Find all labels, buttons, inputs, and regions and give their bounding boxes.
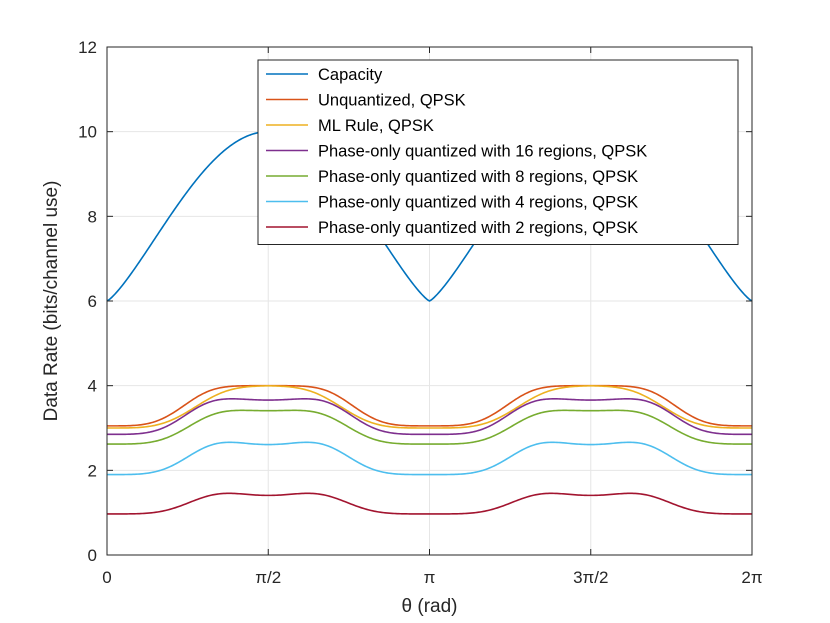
legend-entry: ML Rule, QPSK bbox=[318, 117, 434, 135]
series-line-1 bbox=[107, 384, 752, 427]
legend-entry: Phase-only quantized with 16 regions, QP… bbox=[318, 143, 647, 161]
y-tick-label: 0 bbox=[88, 546, 97, 565]
y-tick-label: 10 bbox=[78, 123, 97, 142]
legend-entry: Phase-only quantized with 8 regions, QPS… bbox=[318, 168, 638, 186]
series-line-3 bbox=[107, 398, 752, 436]
legend-entry: Phase-only quantized with 2 regions, QPS… bbox=[318, 219, 638, 237]
y-tick-label: 6 bbox=[88, 292, 97, 311]
series-line-6 bbox=[107, 492, 752, 515]
x-tick-label: π/2 bbox=[255, 568, 281, 587]
series-line-4 bbox=[107, 409, 752, 445]
legend-entry: Phase-only quantized with 4 regions, QPS… bbox=[318, 194, 638, 212]
series-line-2 bbox=[107, 385, 752, 429]
x-tick-label: 0 bbox=[102, 568, 111, 587]
x-tick-label: 3π/2 bbox=[573, 568, 608, 587]
x-tick-label: π bbox=[424, 568, 436, 587]
y-tick-label: 4 bbox=[88, 377, 97, 396]
y-axis-label: Data Rate (bits/channel use) bbox=[41, 181, 62, 422]
legend-box bbox=[257, 59, 739, 245]
legend-entry: Unquantized, QPSK bbox=[318, 92, 466, 110]
legend: Capacity Unquantized, QPSK ML Rule, QPSK Ph… bbox=[257, 59, 739, 245]
x-axis-label: θ (rad) bbox=[402, 596, 458, 617]
series-line-5 bbox=[107, 441, 752, 476]
y-tick-label: 12 bbox=[78, 38, 97, 57]
x-tick-label: 2π bbox=[741, 568, 762, 587]
y-tick-label: 8 bbox=[88, 207, 97, 226]
y-tick-label: 2 bbox=[88, 461, 97, 480]
legend-entry: Capacity bbox=[318, 66, 383, 84]
axis-ticks: 0 π/2 π 3π/2 2π 0 2 4 6 8 10 12 bbox=[78, 38, 763, 587]
